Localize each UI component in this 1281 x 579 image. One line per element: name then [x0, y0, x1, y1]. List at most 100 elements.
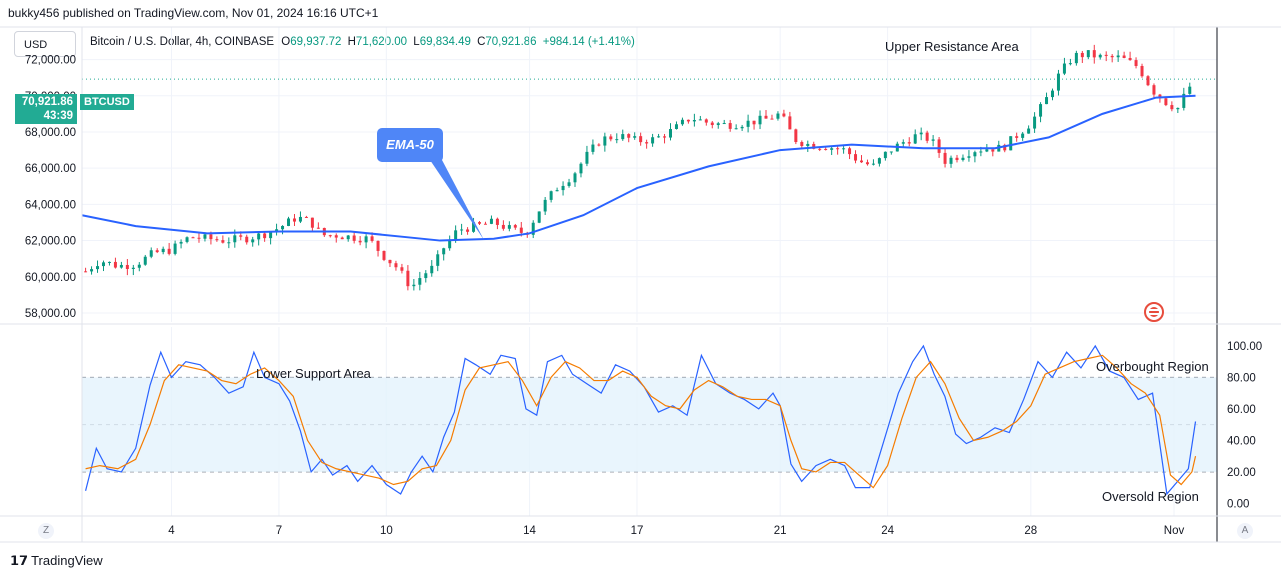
candle-down	[1140, 65, 1144, 77]
candle-down	[483, 223, 487, 225]
candle-down	[394, 263, 398, 268]
candle-up	[1009, 136, 1013, 151]
candle-up	[633, 136, 637, 138]
time-tick-label: 24	[881, 525, 894, 537]
candle-down	[113, 261, 117, 268]
candle-down	[209, 234, 213, 240]
time-tick-label: 7	[276, 525, 282, 537]
candle-up	[883, 151, 887, 159]
candle-up	[161, 248, 165, 253]
candle-up	[1050, 90, 1054, 98]
candle-up	[674, 124, 678, 130]
candle-up	[173, 243, 177, 254]
candle-up	[119, 264, 123, 268]
brand-name: TradingView	[31, 553, 103, 568]
candle-up	[1116, 55, 1120, 58]
candle-up	[1056, 73, 1060, 91]
tradingview-logo[interactable]: 𝟭𝟳 TradingView	[10, 553, 103, 569]
candle-down	[686, 119, 690, 122]
price-tick-label: 64,000.00	[25, 199, 76, 211]
oversold-label: Oversold Region	[1102, 489, 1199, 504]
candle-down	[627, 134, 631, 138]
candle-down	[304, 216, 308, 218]
candle-up	[137, 264, 141, 268]
candle-up	[185, 237, 189, 242]
candle-down	[824, 148, 828, 150]
candle-up	[973, 152, 977, 157]
candle-down	[310, 217, 314, 228]
time-tick-label: 10	[380, 525, 393, 537]
price-grid	[82, 27, 1217, 322]
price-tick-label: 62,000.00	[25, 236, 76, 248]
currency-button[interactable]: USD	[14, 31, 76, 57]
candle-down	[495, 218, 499, 225]
ema-line	[81, 94, 1196, 242]
time-axis[interactable]: 4 7 10 14 17 21 24 28 Nov	[168, 525, 1184, 537]
us-flag-icon[interactable]	[1144, 302, 1164, 322]
candle-up	[1188, 86, 1192, 94]
candle-up	[418, 278, 422, 285]
candle-up	[931, 139, 935, 141]
osc-tick-label: 20.00	[1227, 467, 1256, 479]
candle-up	[537, 211, 541, 223]
candle-down	[794, 129, 798, 143]
candle-down	[501, 224, 505, 229]
oscillator-axis[interactable]: 100.00 80.00 60.00 40.00 20.00 0.00	[1227, 341, 1262, 511]
candle-down	[859, 160, 863, 163]
price-tick-label: 58,000.00	[25, 308, 76, 320]
candle-up	[412, 284, 416, 287]
candle-down	[865, 162, 869, 165]
candle-up	[1045, 97, 1049, 105]
price-tick-label: 60,000.00	[25, 272, 76, 284]
candle-down	[191, 237, 195, 239]
candle-up	[979, 151, 983, 153]
candle-up	[149, 250, 153, 257]
candle-down	[125, 264, 129, 270]
candle-down	[609, 136, 613, 140]
stoch-d-line	[85, 354, 1197, 489]
candle-down	[1003, 144, 1007, 151]
candle-down	[663, 136, 667, 138]
candle-up	[1068, 63, 1072, 65]
zoom-button[interactable]: Z	[38, 523, 54, 539]
auto-scale-button[interactable]: A	[1237, 523, 1253, 539]
candle-down	[782, 113, 786, 117]
candle-up	[591, 144, 595, 152]
candle-down	[239, 235, 243, 237]
candle-up	[651, 137, 655, 144]
candle-down	[466, 229, 470, 232]
candle-down	[639, 136, 643, 143]
candle-up	[507, 225, 511, 229]
candle-up	[442, 248, 446, 255]
candle-up	[680, 119, 684, 125]
candle-down	[1152, 85, 1156, 95]
candle-down	[155, 250, 159, 253]
candle-up	[131, 267, 135, 270]
candle-up	[716, 123, 720, 126]
price-axis[interactable]: 72,000.0070,000.0068,000.0066,000.0064,0…	[25, 55, 76, 320]
candle-up	[913, 134, 917, 144]
candle-up	[203, 234, 207, 239]
candle-down	[1110, 55, 1114, 58]
candle-up	[257, 233, 261, 240]
candle-down	[1170, 105, 1174, 110]
candle-down	[854, 154, 858, 161]
candle-up	[740, 126, 744, 129]
high-value: 71,620.00	[355, 36, 408, 48]
candle-up	[531, 222, 535, 235]
candle-down	[1164, 98, 1168, 106]
candle-up	[298, 216, 302, 222]
symbol-name[interactable]: Bitcoin / U.S. Dollar, 4h, COINBASE	[90, 36, 275, 48]
candle-up	[101, 262, 105, 267]
candle-up	[1086, 50, 1090, 58]
candle-up	[776, 113, 780, 119]
candle-down	[84, 271, 88, 273]
time-tick-label: 28	[1024, 525, 1037, 537]
candle-down	[400, 267, 404, 271]
candle-down	[1134, 60, 1138, 66]
candle-down	[728, 123, 732, 129]
candle-up	[871, 163, 875, 165]
candle-down	[328, 235, 332, 237]
low-value: 69,834.49	[419, 36, 471, 48]
